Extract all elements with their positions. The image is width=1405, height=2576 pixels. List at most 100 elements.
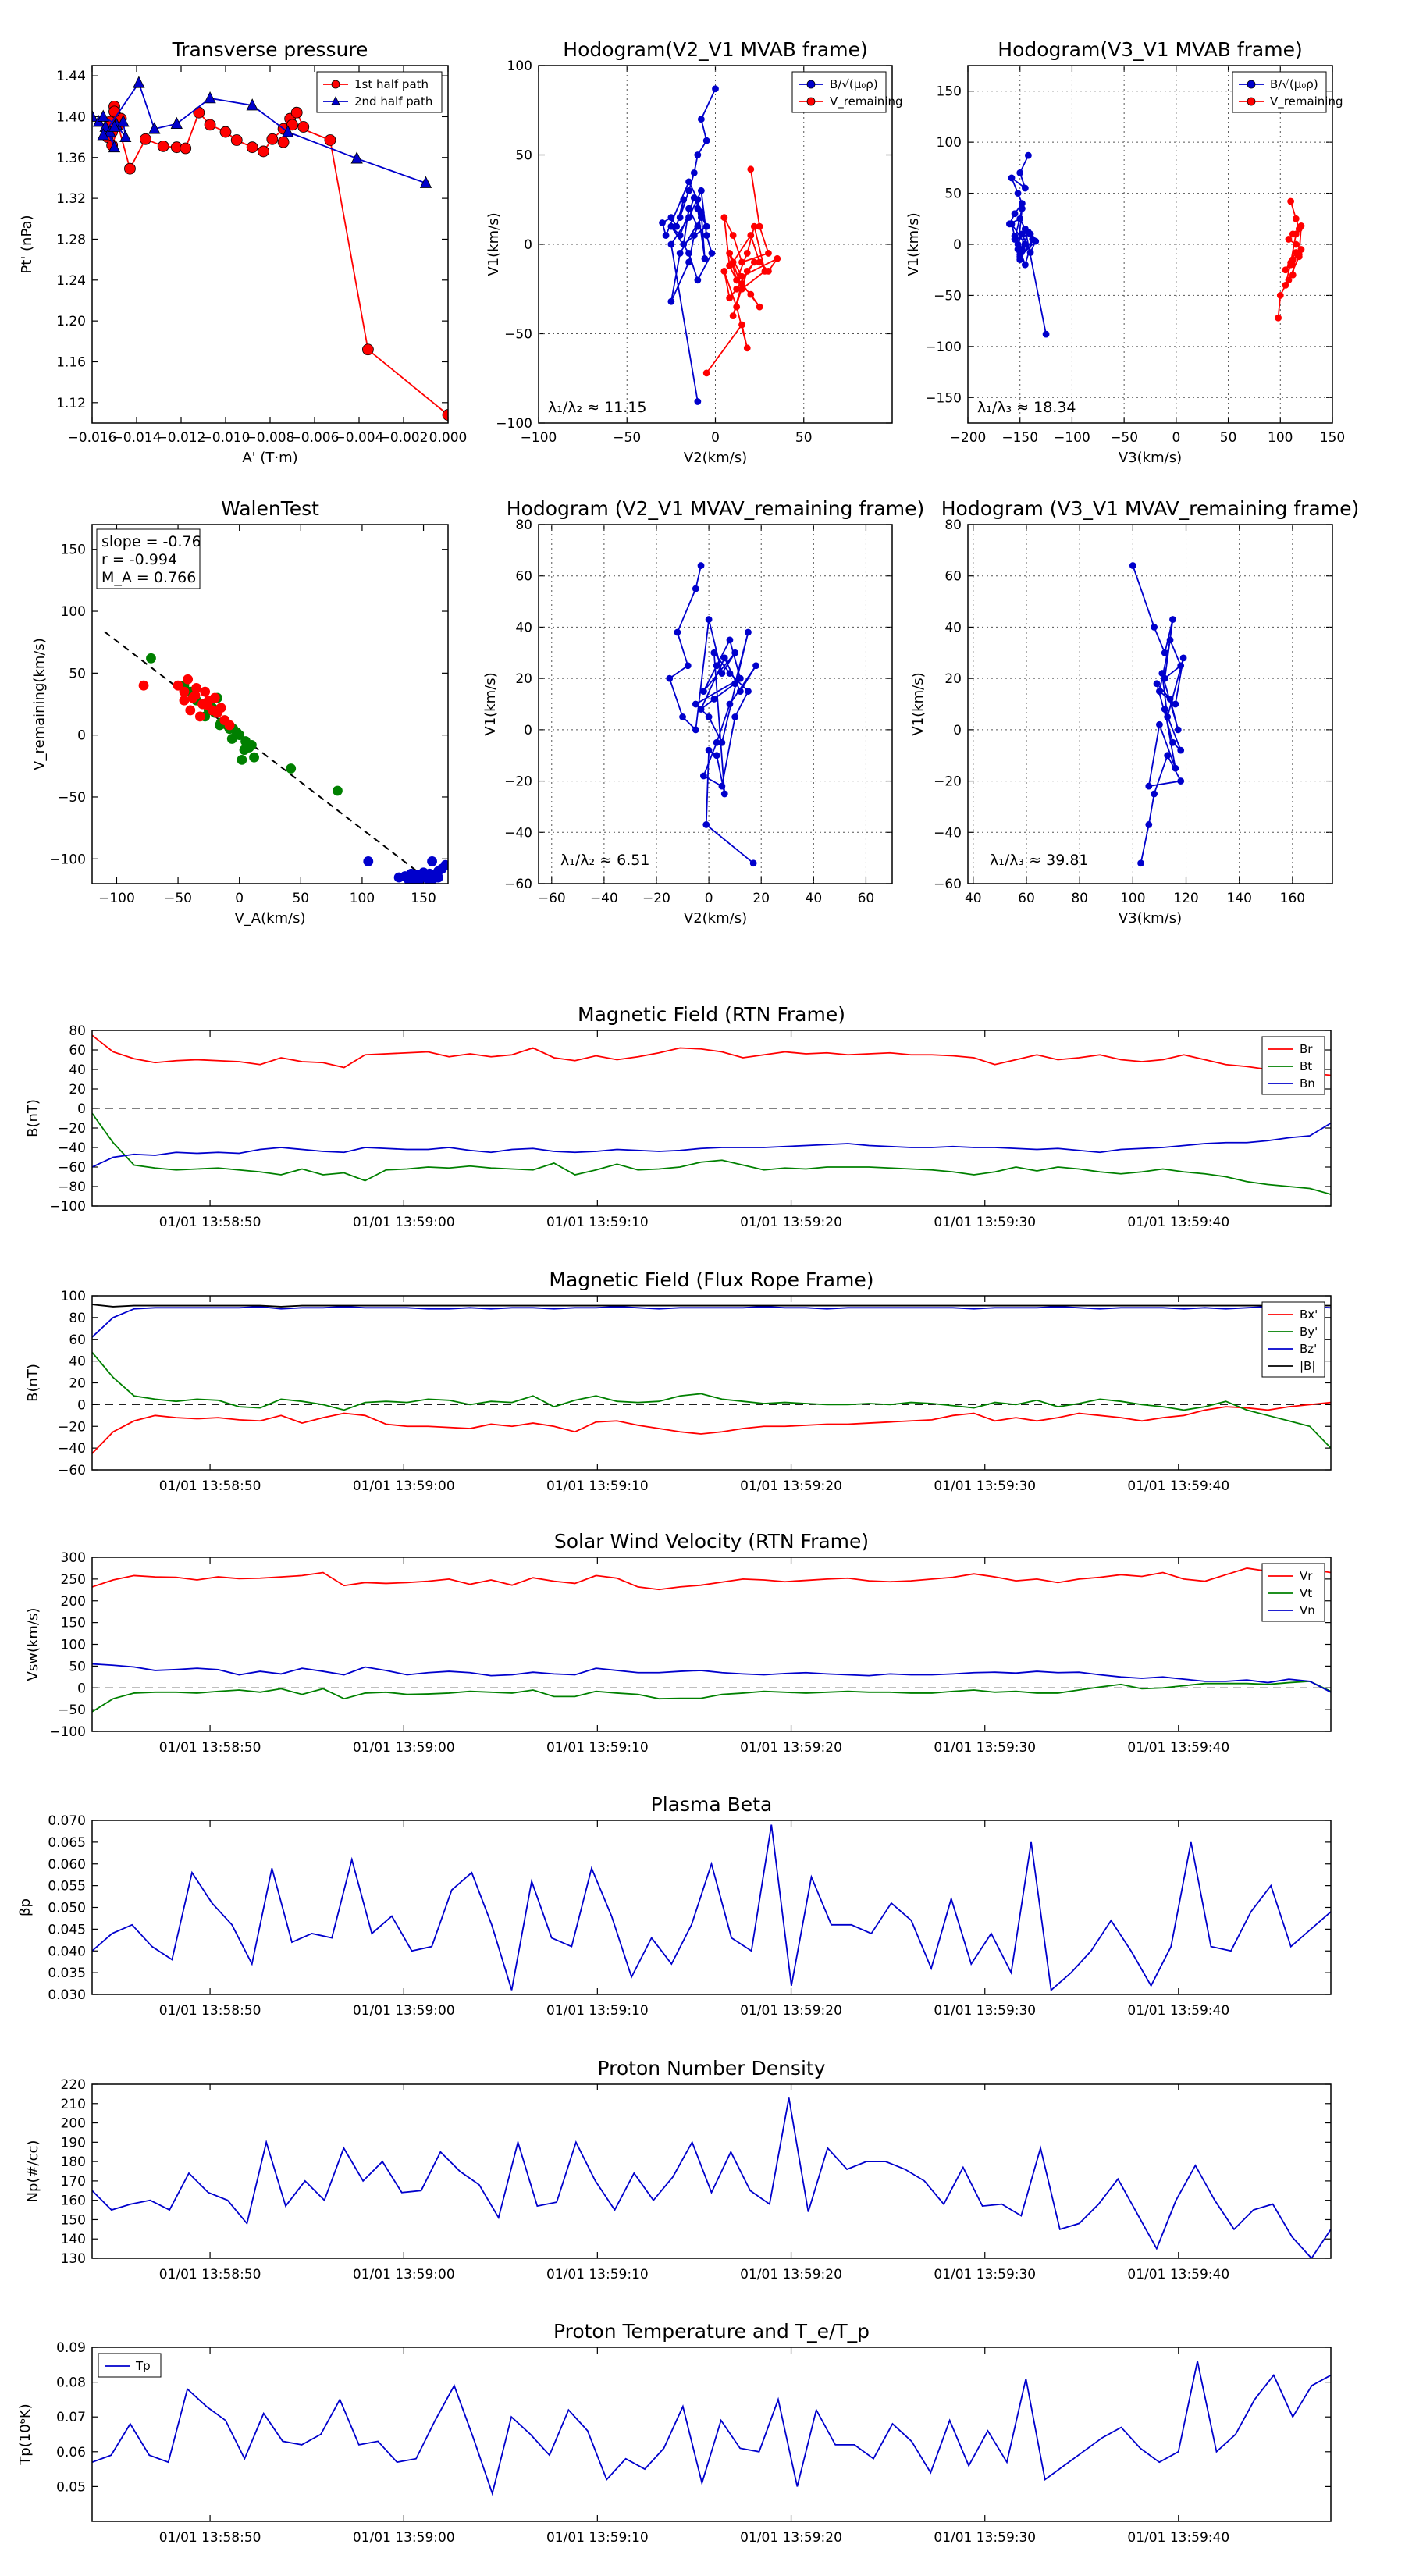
plot-area (92, 76, 448, 421)
legend-label: Bz' (1300, 1342, 1317, 1356)
x-tick-label: −50 (1110, 430, 1138, 446)
y-tick-label: 300 (61, 1550, 86, 1566)
data-point (667, 214, 675, 222)
y-tick-label: −40 (504, 825, 532, 841)
chart-h4: Hodogram (V3_V1 MVAV_remaining frame) 40 6… (910, 497, 1359, 927)
data-point (1292, 230, 1300, 238)
x-tick-label: 01/01 13:58:50 (159, 2530, 261, 2546)
legend-label: Bt (1300, 1059, 1312, 1073)
data-point (282, 125, 294, 137)
x-tick-label: −20 (642, 891, 670, 906)
y-axis-label: Tp(10⁶K) (17, 2403, 34, 2465)
x-tick-label: 60 (858, 891, 875, 906)
data-point (720, 654, 728, 662)
tick-marks (92, 1295, 1331, 1471)
axes-frame (967, 524, 1333, 884)
data-point (750, 222, 758, 230)
data-point (1174, 726, 1182, 734)
x-tick-label: 01/01 13:59:10 (546, 2530, 649, 2546)
y-tick-label: 50 (69, 666, 86, 681)
data-point (108, 105, 120, 118)
data-point (1247, 97, 1256, 106)
data-point (1011, 233, 1019, 240)
data-point (720, 267, 728, 275)
y-tick-label: 50 (515, 148, 532, 164)
x-tick-label: −40 (590, 891, 618, 906)
data-point (1285, 276, 1293, 284)
data-point (212, 707, 222, 718)
y-tick-label: −20 (934, 774, 962, 790)
series-line (92, 1663, 1331, 1693)
y-tick-label: −100 (49, 1199, 86, 1215)
x-tick-label: 0 (235, 891, 244, 906)
series-line (92, 1680, 1331, 1713)
data-point (694, 151, 702, 158)
data-point (738, 321, 745, 329)
data-point (1016, 253, 1024, 261)
data-point (286, 119, 298, 131)
data-point (726, 636, 734, 644)
data-point (731, 680, 739, 688)
tick-marks (968, 524, 1332, 884)
data-point (1172, 764, 1179, 772)
y-tick-label: 0.055 (48, 1879, 86, 1895)
plot-area (92, 2361, 1331, 2496)
chart-vel: Solar Wind Velocity (RTN Frame) −100 −50 0 5… (25, 1530, 1332, 1756)
data-point (729, 258, 737, 266)
data-point (684, 662, 692, 670)
axes-frame (538, 524, 893, 884)
chart-title: Hodogram (V3_V1 MVAV_remaining frame) (941, 497, 1360, 520)
data-point (752, 662, 759, 670)
data-point (404, 874, 414, 884)
data-point (1289, 271, 1297, 279)
y-tick-label: 100 (61, 604, 86, 620)
legend-label: Vt (1300, 1586, 1312, 1600)
legend-label: 1st half path (354, 77, 429, 91)
data-point (720, 790, 728, 798)
x-tick-label: 01/01 13:59:20 (740, 1478, 842, 1494)
y-tick-label: 0.050 (48, 1901, 86, 1916)
data-point (1172, 700, 1179, 708)
data-point (667, 240, 675, 248)
y-tick-label: 210 (61, 2097, 86, 2112)
plot-area (1129, 562, 1187, 867)
series-line (92, 1306, 1331, 1338)
y-tick-label: 1.28 (56, 232, 86, 247)
data-point (190, 690, 201, 701)
data-point (1018, 230, 1026, 238)
y-tick-label: −60 (58, 1160, 86, 1176)
x-tick-label: 50 (292, 891, 309, 906)
data-point (667, 222, 675, 230)
plot-area (666, 562, 759, 867)
data-point (333, 785, 343, 796)
data-point (718, 782, 726, 790)
data-point (180, 142, 192, 155)
data-point (738, 258, 745, 266)
data-point (667, 297, 675, 305)
legend-box (1261, 1036, 1325, 1095)
y-tick-label: 1.36 (56, 151, 86, 166)
data-point (700, 772, 707, 780)
y-tick-label: 100 (61, 1289, 86, 1304)
y-tick-label: 20 (944, 671, 962, 687)
y-tick-label: −50 (58, 790, 86, 806)
y-axis-label: Pt' (nPa) (19, 215, 35, 273)
chart-title: Hodogram(V2_V1 MVAB frame) (563, 38, 867, 61)
data-point (427, 856, 437, 866)
plot-area (92, 2097, 1331, 2258)
x-tick-label: 01/01 13:59:30 (934, 1215, 1036, 1230)
y-tick-label: −60 (934, 877, 962, 892)
data-point (692, 726, 699, 734)
data-point (97, 128, 109, 141)
data-point (705, 616, 713, 623)
data-point (726, 250, 734, 257)
data-point (173, 680, 183, 691)
x-tick-label: 100 (1268, 430, 1293, 446)
data-point (440, 859, 448, 870)
y-tick-label: −20 (58, 1419, 86, 1435)
data-point (806, 80, 816, 89)
legend-box (1232, 71, 1327, 113)
y-tick-label: 200 (61, 1594, 86, 1610)
axes-frame (91, 2083, 1332, 2259)
data-point (743, 250, 751, 257)
